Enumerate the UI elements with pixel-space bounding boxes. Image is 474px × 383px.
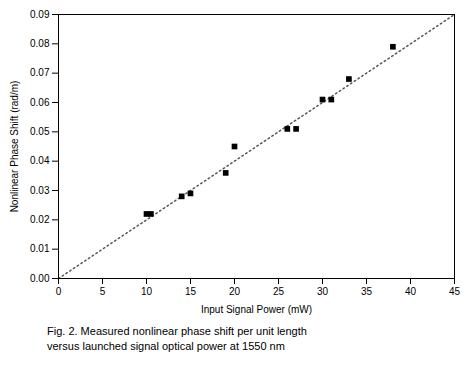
- svg-text:30: 30: [317, 286, 329, 297]
- svg-text:20: 20: [229, 286, 241, 297]
- svg-text:0: 0: [56, 286, 62, 297]
- svg-text:0.05: 0.05: [30, 126, 50, 137]
- svg-text:25: 25: [273, 286, 285, 297]
- svg-text:45: 45: [449, 286, 461, 297]
- svg-text:0.07: 0.07: [30, 67, 50, 78]
- svg-text:0.08: 0.08: [30, 38, 50, 49]
- svg-text:10: 10: [141, 286, 153, 297]
- svg-text:15: 15: [185, 286, 197, 297]
- svg-text:Nonlinear Phase Shift (rad/m): Nonlinear Phase Shift (rad/m): [9, 81, 20, 213]
- svg-text:0.03: 0.03: [30, 185, 50, 196]
- html-text:Fig. 2. Measured nonlinear pha: Fig. 2. Measured nonlinear phase shift p…: [47, 325, 307, 337]
- svg-text:0.00: 0.00: [30, 273, 50, 284]
- svg-text:Input Signal Power (mW): Input Signal Power (mW): [201, 304, 312, 315]
- svg-text:40: 40: [405, 286, 417, 297]
- svg-text:0.04: 0.04: [30, 155, 50, 166]
- svg-text:5: 5: [100, 286, 106, 297]
- html-text:versus launched signal optical: versus launched signal optical power at …: [47, 340, 285, 352]
- svg-text:0.01: 0.01: [30, 243, 50, 254]
- svg-text:0.06: 0.06: [30, 97, 50, 108]
- svg-text:0.02: 0.02: [30, 214, 50, 225]
- svg-text:0.09: 0.09: [30, 9, 50, 20]
- svg-text:35: 35: [361, 286, 373, 297]
